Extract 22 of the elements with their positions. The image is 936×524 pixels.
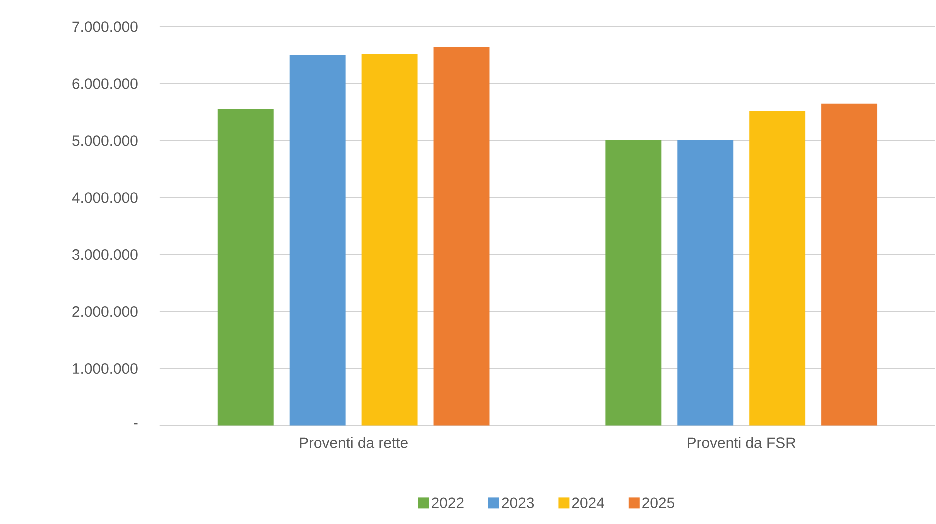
y-tick-label: 3.000.000 (72, 250, 138, 260)
y-tick-label: 7.000.000 (72, 22, 138, 32)
y-tick-label: - (134, 424, 138, 425)
y-tick-label: 5.000.000 (72, 136, 138, 146)
x-tick-label: Proventi da FSR (688, 437, 796, 448)
y-tick-label: 1.000.000 (73, 364, 138, 374)
bar (678, 140, 734, 426)
bar (750, 111, 806, 426)
y-tick-label: 4.000.000 (72, 192, 138, 204)
legend-label: 2024 (572, 498, 604, 508)
bar (290, 56, 346, 426)
x-tick-label: Proventi da rette (300, 437, 408, 448)
bar (606, 140, 662, 426)
bar (218, 109, 274, 426)
y-tick-label: 6.000.000 (72, 78, 138, 90)
legend-label: 2025 (642, 498, 674, 508)
y-tick-label: 2.000.000 (72, 306, 138, 318)
legend-label: 2023 (502, 498, 534, 508)
bar (362, 54, 418, 426)
bar (822, 104, 878, 426)
legend-label: 2022 (432, 498, 464, 508)
bar (434, 48, 490, 426)
